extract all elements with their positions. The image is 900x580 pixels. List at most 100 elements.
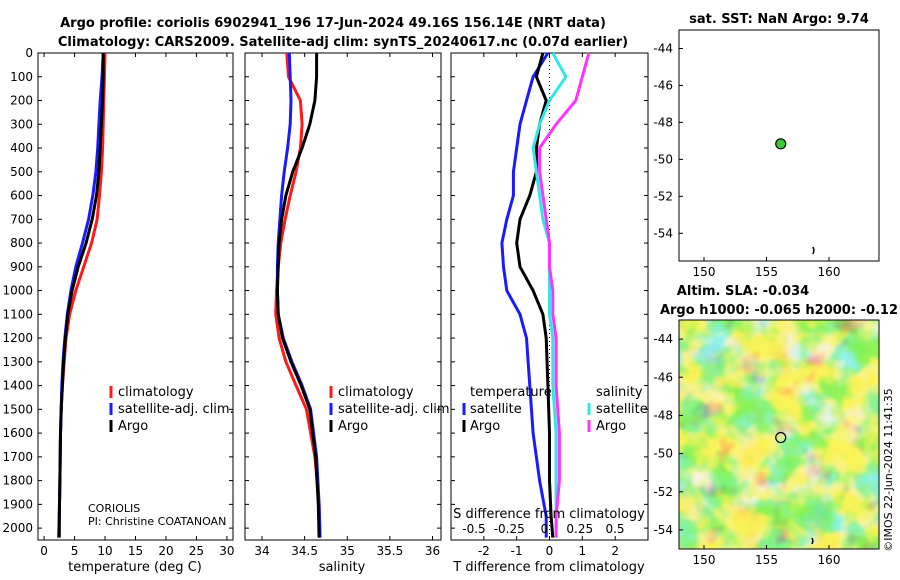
depth-tick-label: 1800 [2,474,33,488]
salinity-xlabel: salinity [319,560,366,575]
salinity-panel: 34 34.5 35 35.5 36 salinity climatology sate… [244,52,454,575]
map-y-tick-label: -50 [653,152,673,166]
map-y-tick-label: -52 [653,485,673,499]
x-tick-label: 2 [611,544,619,558]
sst-map-coast-fragment [812,246,815,255]
map-y-tick-label: -54 [653,523,673,537]
legend-salinity-title: salinity [596,385,643,400]
credit-pi: PI: Christine COATANOAN [88,515,226,528]
argo-position-marker [775,431,787,444]
top-tick-label: 0 [541,522,549,536]
x-tick-label: -1 [511,544,523,558]
sst-map-title: sat. SST: NaN Argo: 9.74 [689,12,869,27]
sla-map-coast-fragment [811,537,814,545]
map-x-tick-label: 150 [693,553,716,567]
sla-map-panel: Altim. SLA: -0.034 Argo h1000: -0.065 h2… [653,284,898,567]
map-y-tick-label: -52 [653,189,673,203]
sla-heatmap-field [679,320,879,549]
diff-legend-s-argo-label: Argo [596,419,626,434]
depth-tick-label: 500 [10,165,33,179]
map-y-tick-label: -50 [653,447,673,461]
map-y-tick-label: -54 [653,226,673,240]
diff-legend-s-satellite-label: satellite [596,402,648,417]
salinity-legend: climatology satellite-adj. clim. Argo [329,385,454,434]
difference-xlabel: T difference from climatology [452,560,645,575]
legend-climatology-label: climatology [118,385,194,400]
depth-tick-label: 1300 [2,355,33,369]
depth-tick-label: 800 [10,236,33,250]
depth-tick-label: 600 [10,189,33,203]
map-x-tick-label: 155 [755,265,778,279]
depth-tick-label: 700 [10,212,33,226]
depth-tick-label: 1000 [2,284,33,298]
main-title-line1: Argo profile: coriolis 6902941_196 17-Ju… [60,16,606,31]
map-y-tick-label: -48 [653,408,673,422]
map-y-tick-label: -44 [653,41,673,55]
sal-legend-climatology-label: climatology [338,385,414,400]
x-tick-label: 25 [189,544,204,558]
depth-tick-label: 1900 [2,497,33,511]
x-tick-label: 5 [71,544,79,558]
map-y-tick-label: -48 [653,115,673,129]
map-y-tick-label: -44 [653,332,673,346]
legend-satellite-label: satellite-adj. clim. [118,402,234,417]
x-tick-label: 35.5 [377,544,404,558]
depth-tick-label: 0 [25,46,33,60]
map-x-tick-label: 155 [755,553,778,567]
series-line-argo [275,53,321,538]
top-tick-label: 0.5 [605,522,624,536]
imos-watermark: ©IMOS 22-Jun-2024 11:41:35 [882,388,895,552]
top-tick-label: -0.25 [494,522,525,536]
depth-tick-label: 1600 [2,426,33,440]
sal-legend-argo-label: Argo [338,419,368,434]
main-title-line2: Climatology: CARS2009. Satellite-adj cli… [58,35,628,50]
diff-legend-t-argo-label: Argo [470,419,500,434]
difference-legend: temperature satellite Argo salinity sate… [462,385,648,434]
series-line-salinity-argo [538,52,591,538]
x-tick-label: 0 [546,544,554,558]
depth-tick-label: 900 [10,260,33,274]
salinity-axes-frame [244,52,442,541]
sal-legend-satellite-label: satellite-adj. clim. [338,402,454,417]
map-y-tick-label: -46 [653,78,673,92]
map-x-tick-label: 160 [818,265,841,279]
difference-panel: -2 -1 0 1 2 T difference from climatology S … [450,52,649,575]
sla-map-frame [678,319,880,550]
depth-tick-label: 1700 [2,450,33,464]
temperature-legend: climatology satellite-adj. clim. Argo [109,385,234,434]
map-y-tick-label: -46 [653,370,673,384]
legend-argo-label: Argo [118,419,148,434]
depth-tick-label: 1400 [2,379,33,393]
credit-institution: CORIOLIS [88,502,140,515]
x-tick-label: 10 [97,544,112,558]
legend-temperature-title: temperature [470,385,552,400]
depth-tick-label: 200 [10,94,33,108]
depth-tick-label: 1500 [2,402,33,416]
map-x-tick-label: 150 [693,265,716,279]
temperature-panel: 0100200300400500600700800900100011001200… [2,46,234,575]
x-tick-label: 34.5 [291,544,318,558]
argo-position-marker [775,138,787,150]
temperature-axes-frame [37,52,234,541]
x-tick-label: 20 [158,544,173,558]
depth-tick-label: 1100 [2,307,33,321]
sla-map-title: Altim. SLA: -0.034 [677,284,809,299]
depth-tick-label: 400 [10,141,33,155]
x-tick-label: 34 [254,544,269,558]
x-tick-label: -2 [478,544,490,558]
x-tick-label: 30 [219,544,234,558]
difference-top-xlabel: S difference from climatology [453,507,645,522]
sla-map-subtitle: Argo h1000: -0.065 h2000: -0.12 [660,303,898,318]
sst-map-panel: sat. SST: NaN Argo: 9.74 150 155 160 -44 -4… [653,12,880,279]
depth-tick-label: 1200 [2,331,33,345]
diff-legend-t-satellite-label: satellite [470,402,522,417]
top-tick-label: -0.5 [462,522,485,536]
map-x-tick-label: 160 [818,553,841,567]
depth-tick-label: 2000 [2,521,33,535]
top-tick-label: 0.25 [566,522,593,536]
x-tick-label: 15 [128,544,143,558]
x-tick-label: 35 [340,544,355,558]
depth-tick-label: 100 [10,70,33,84]
series-line-argo [57,53,105,538]
